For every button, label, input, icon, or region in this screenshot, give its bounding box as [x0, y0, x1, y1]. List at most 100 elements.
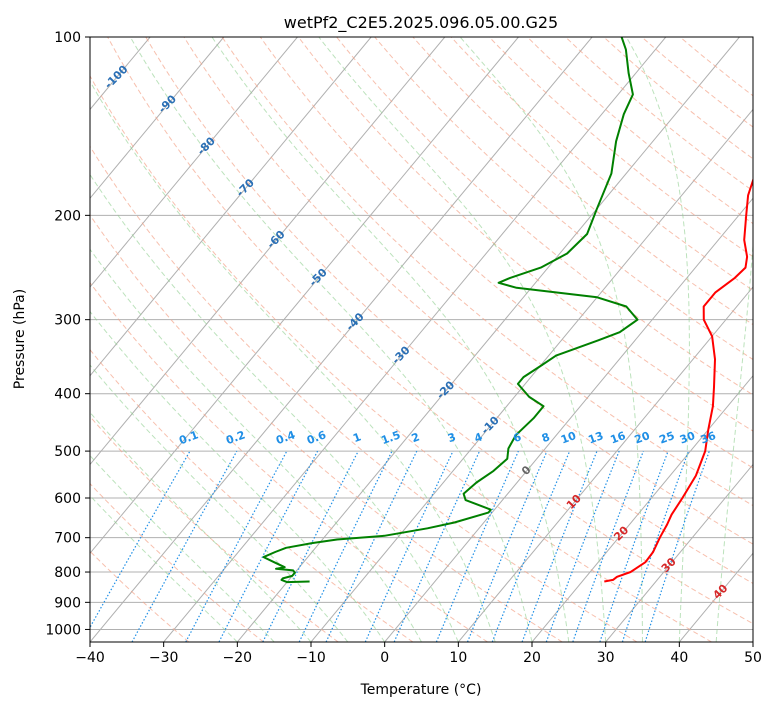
isotherm-line — [90, 37, 519, 555]
dry-adiabat — [374, 37, 753, 361]
y-tick-label: 700 — [54, 531, 81, 547]
y-tick-label: 300 — [54, 313, 81, 329]
dry-adiabat — [183, 37, 753, 545]
x-tick-label: −40 — [75, 650, 105, 666]
dry-adiabat — [90, 214, 563, 642]
dry-adiabat — [450, 37, 753, 292]
plot-frame — [89, 36, 754, 643]
series — [262, 37, 753, 584]
x-tick-label: −30 — [149, 650, 179, 666]
dry-adiabat — [259, 37, 753, 469]
isotherm-line — [752, 641, 753, 642]
plot-background — [90, 37, 753, 642]
mixing-ratio-line — [218, 450, 319, 642]
mixing-ratio-line — [599, 450, 669, 642]
mixing-ratio-label: 0.1 — [177, 428, 200, 447]
dewpoint-line — [262, 37, 639, 584]
mixing-ratio-label: 0.2 — [224, 428, 247, 447]
x-axis-label: Temperature (°C) — [360, 682, 482, 698]
mixing-ratio-line — [466, 450, 548, 642]
isotherm-line — [605, 463, 753, 642]
chart-title: wetPf2_C2E5.2025.096.05.00.G25 — [284, 13, 558, 33]
adiabats — [90, 37, 753, 642]
dry-adiabat — [336, 37, 753, 396]
moist-adiabat — [459, 37, 643, 642]
mixing-ratio-line — [393, 450, 481, 642]
mixing-ratio-line — [90, 450, 191, 629]
y-tick-label: 600 — [54, 491, 81, 507]
mixing-ratio-label: 8 — [540, 430, 552, 445]
isotherm-line — [310, 108, 753, 642]
moist-adiabat — [90, 494, 238, 642]
moist-adiabat — [90, 173, 459, 642]
isotherm-line — [90, 37, 225, 200]
mixing-ratio-line — [131, 450, 238, 642]
plot-area — [90, 37, 753, 642]
mixing-ratio-label: 2 — [410, 430, 422, 445]
grid — [0, 37, 753, 642]
moist-adiabat — [90, 80, 496, 642]
y-tick-label: 200 — [54, 208, 81, 224]
isotherm-line — [457, 286, 753, 642]
mixing-ratio-label: 1.5 — [379, 428, 402, 447]
isotherm-line — [90, 37, 446, 466]
y-tick-label: 400 — [54, 387, 81, 403]
mixing-ratio-line — [185, 450, 288, 642]
mixing-ratio-label: 20 — [633, 429, 652, 447]
isotherm-line — [0, 37, 3, 642]
mixing-ratio-line — [364, 450, 454, 642]
x-tick-label: 50 — [744, 650, 762, 666]
mixing-ratio-label: 10 — [559, 429, 578, 447]
mixing-ratio-label: 0.4 — [274, 428, 297, 447]
mixing-ratio-line — [262, 450, 359, 642]
moist-adiabat — [211, 37, 570, 642]
x-tick-label: 40 — [670, 650, 688, 666]
moist-adiabat — [90, 248, 422, 642]
isotherm-line — [531, 374, 753, 642]
isotherm-line — [384, 197, 753, 642]
moist-adiabat — [90, 310, 386, 642]
x-tick-label: 0 — [380, 650, 389, 666]
x-tick-label: −20 — [223, 650, 253, 666]
mixing-ratio-line — [325, 450, 418, 642]
x-tick-label: −10 — [296, 650, 326, 666]
mixing-ratio-lines — [90, 450, 710, 642]
y-tick-label: 1000 — [45, 622, 81, 638]
x-tick-label: 10 — [449, 650, 467, 666]
mixing-ratio-label: 1 — [351, 430, 363, 445]
mixing-ratio-line — [435, 450, 519, 642]
dry-adiabat — [603, 37, 753, 160]
y-axis: 1000 900 800 700 600 500 400 300 200 100 — [45, 30, 90, 638]
mixing-ratio-line — [491, 450, 571, 642]
isotherm-line — [90, 37, 298, 288]
mixing-ratio-line — [545, 450, 620, 642]
moist-adiabat — [625, 37, 690, 642]
mixing-ratio-label: 36 — [699, 429, 718, 447]
mixing-ratio-line — [521, 450, 598, 642]
mixing-ratio-label: 30 — [678, 429, 697, 447]
dry-adiabat — [527, 37, 753, 225]
dry-adiabat — [107, 37, 753, 625]
x-axis: −40 −30 −20 −10 0 10 20 30 40 50 — [75, 642, 762, 666]
temperature-line — [604, 177, 753, 583]
isotherm-line — [163, 37, 667, 642]
x-tick-label: 20 — [523, 650, 541, 666]
mixing-ratio-label: 25 — [657, 429, 676, 446]
mixing-ratio-label: 6 — [511, 430, 523, 445]
moist-adiabat — [129, 37, 533, 642]
dry-adiabat — [90, 482, 264, 642]
isotherm-line — [90, 37, 593, 642]
mixing-ratio-label: 0.6 — [305, 428, 328, 447]
mixing-ratio-line — [572, 450, 644, 642]
dry-adiabat — [90, 145, 638, 642]
plot-border — [89, 36, 754, 643]
dry-adiabat — [298, 37, 753, 432]
mixing-ratio-line — [644, 450, 710, 642]
isotherm-line — [90, 37, 372, 377]
mixing-ratio-label: 13 — [586, 429, 605, 446]
y-tick-label: 800 — [54, 565, 81, 581]
dry-adiabat — [145, 37, 753, 584]
y-axis-label: Pressure (hPa) — [12, 289, 28, 389]
x-tick-label: 30 — [597, 650, 615, 666]
